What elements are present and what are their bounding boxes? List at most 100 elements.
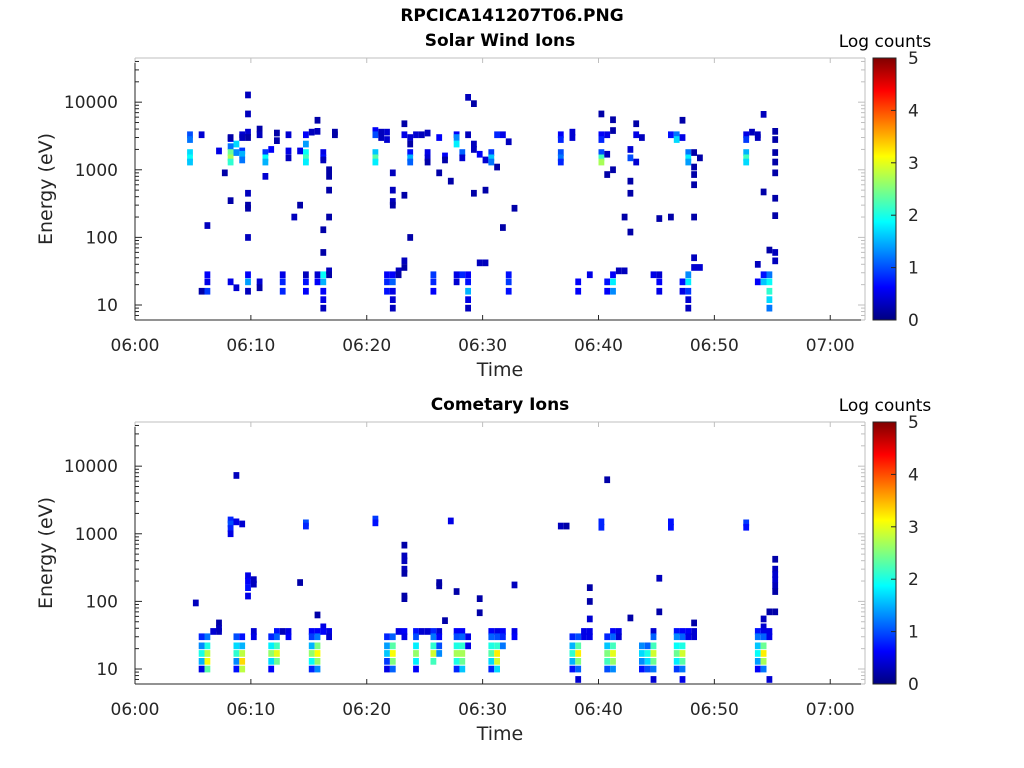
data-cell [401,595,408,602]
data-cell [430,628,437,635]
data-cell [465,642,471,650]
data-cell [679,278,686,286]
data-cell [436,628,443,635]
data-cell [384,136,390,143]
data-cell [262,154,269,162]
data-cell [274,658,280,665]
data-cell [314,611,321,619]
data-cell [245,572,251,580]
data-cell [198,633,205,641]
data-cell [204,665,211,673]
data-cell [239,633,246,641]
data-cell [453,633,460,641]
data-cell [204,658,211,665]
data-cell [471,146,477,153]
data-cell [389,658,396,665]
data-cell [471,189,477,197]
data-cell [604,658,611,665]
data-cell [511,581,518,589]
data-cell [679,633,686,641]
data-cell [488,628,495,635]
data-cell [650,271,657,279]
data-cell [691,163,697,171]
data-cell [772,608,779,616]
data-cell [575,658,582,665]
data-cell [314,278,321,286]
data-cell [615,633,622,641]
data-cell [250,580,257,588]
data-cell [279,287,286,295]
data-cell [575,650,582,657]
x-tick-label: 06:30 [458,336,507,356]
data-cell [754,134,761,141]
data-cell [424,628,431,635]
data-cell [639,642,645,650]
y-tick-label: 10000 [64,93,118,113]
data-cell [453,588,460,595]
data-cell [766,676,773,683]
data-cell [442,617,448,624]
data-cell [760,623,767,631]
data-cell [268,642,275,650]
data-cell [760,658,767,665]
data-cell [766,608,773,616]
x-tick-label: 06:10 [226,336,275,356]
data-cell [384,650,390,657]
data-cell [482,186,489,194]
data-cell [239,665,246,673]
data-cell [610,642,616,650]
data-cell [424,129,431,137]
x-tick-label: 07:00 [806,700,855,720]
data-cell [413,658,419,665]
data-cell [598,110,605,118]
y-tick-label: 100 [86,228,118,248]
page-title: RPCICA141207T06.PNG [400,6,624,26]
data-cell [227,278,234,286]
data-cell [679,665,686,673]
data-cell [743,158,750,166]
data-cell [557,158,564,166]
data-cell [459,658,466,665]
data-cell [227,134,234,141]
data-cell [308,665,315,673]
data-cell [691,619,697,627]
data-cell [569,650,576,657]
data-cell [297,201,303,209]
data-cell [476,595,483,602]
data-cell [459,633,466,641]
data-cell [766,246,773,254]
data-cell [233,149,240,156]
data-cell [395,628,402,635]
data-cell [233,665,240,673]
data-cell [760,642,767,650]
data-cell [204,222,211,229]
data-cell [256,278,263,286]
data-cell [372,158,379,166]
data-cell [233,642,240,650]
data-cell [743,523,750,531]
data-cell [442,156,448,164]
data-cell [320,271,327,279]
data-cell [459,628,466,635]
data-cell [691,633,697,641]
data-cell [384,665,390,673]
data-cell [279,278,286,286]
data-cell [459,271,466,279]
data-cell [760,633,767,641]
colorbar-tick-label: 2 [908,570,919,590]
data-cell [378,134,385,141]
data-cell [274,633,280,641]
data-cell [245,110,251,118]
data-cell [760,271,767,279]
data-cell [326,628,332,635]
data-cell [401,565,408,573]
data-cell [216,619,222,627]
data-cell [430,271,437,279]
data-cell [772,128,779,135]
data-cell [772,136,779,143]
data-cell [326,213,332,221]
data-cell [615,267,622,275]
data-cell [586,633,593,641]
data-cell [743,154,750,162]
data-cell [447,177,454,185]
